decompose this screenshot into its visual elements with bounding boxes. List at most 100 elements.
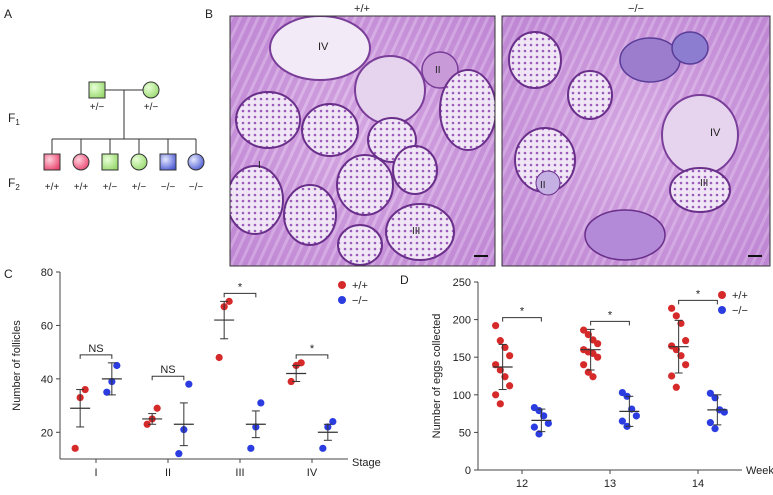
legend-marker [338, 296, 346, 304]
data-point [668, 372, 676, 380]
data-point [247, 444, 255, 452]
data-point [677, 319, 685, 327]
significance-label: * [520, 306, 525, 318]
histology-title-mutant: −/− [628, 3, 644, 15]
y-tick-label: 100 [453, 390, 471, 402]
follicle-label: I [258, 160, 261, 171]
data-point [580, 361, 588, 369]
panel-label-d: D [400, 273, 409, 287]
data-point [71, 444, 79, 452]
significance-label: NS [160, 364, 175, 376]
histology-image-mutant: IV II III [502, 16, 770, 266]
data-point [672, 312, 680, 320]
y-tick-label: 80 [41, 267, 53, 279]
pedigree-female-symbol [142, 81, 160, 99]
legend-label: −/− [352, 295, 368, 307]
genotype-label: +/+ [74, 182, 89, 193]
data-point [496, 337, 504, 345]
pedigree-female-symbol [130, 153, 148, 171]
data-point [672, 383, 680, 391]
data-point [668, 304, 676, 312]
significance-label: * [608, 309, 613, 321]
y-axis-label: Number of eggs collected [431, 314, 443, 439]
data-point [594, 353, 602, 361]
data-point [496, 400, 504, 408]
data-point [584, 331, 592, 339]
data-point [506, 352, 514, 360]
data-point [589, 373, 597, 381]
follicle-label: II [435, 65, 441, 76]
data-point [594, 340, 602, 348]
y-tick-label: 200 [453, 315, 471, 327]
x-tick-label: 13 [604, 478, 616, 490]
significance-bracket [678, 299, 718, 305]
data-point [496, 366, 504, 374]
data-point [682, 337, 690, 345]
y-tick-label: 250 [453, 277, 471, 289]
data-point [501, 343, 509, 352]
x-axis-label: Week [746, 465, 773, 477]
panel-label-c: C [4, 267, 13, 281]
data-point [257, 399, 265, 407]
data-point [143, 420, 151, 428]
genotype-label: −/− [189, 182, 204, 193]
genotype-label: +/− [103, 182, 118, 193]
data-point [215, 353, 223, 362]
significance-bracket [223, 292, 257, 298]
y-tick-label: 0 [465, 465, 471, 477]
data-point [492, 322, 500, 330]
legend-label: +/+ [352, 280, 368, 292]
data-point [319, 444, 327, 452]
panel-label-b: B [205, 7, 213, 21]
pedigree-female-symbol [72, 153, 90, 171]
data-point [580, 326, 588, 334]
data-point [711, 394, 719, 402]
genotype-label: +/− [132, 182, 147, 193]
panel-label-a: A [4, 7, 12, 21]
data-point [530, 423, 538, 431]
x-tick-label: 14 [692, 478, 704, 490]
f2-generation-label: F2 [8, 176, 20, 192]
y-tick-label: 50 [459, 427, 471, 439]
data-point [540, 412, 548, 420]
y-tick-label: 40 [41, 374, 53, 386]
data-point [672, 346, 680, 354]
data-point [677, 352, 685, 360]
follicle-label: III [700, 178, 708, 189]
follicle-label: III [412, 226, 420, 237]
data-point [706, 389, 714, 397]
histology-title-wildtype: +/+ [354, 3, 370, 15]
y-tick-label: 20 [41, 427, 53, 439]
follicle-label: IV [710, 127, 721, 139]
y-axis-label: Number of follicles [11, 320, 23, 411]
data-point [297, 359, 305, 367]
data-point [225, 297, 233, 305]
egg-count-chart: 0 50 100 150 200 250 12 13 14 Number of eggs coll… [431, 277, 773, 490]
y-tick-label: 150 [453, 352, 471, 364]
pedigree-male-symbol [88, 81, 106, 99]
data-point [185, 380, 193, 388]
legend-label: +/+ [732, 290, 748, 302]
follicle-label: IV [318, 41, 329, 53]
data-point [618, 417, 626, 425]
data-point [682, 361, 690, 369]
data-point [632, 412, 640, 420]
pedigree-male-symbol [159, 153, 177, 171]
legend-marker [718, 291, 726, 299]
pedigree-female-symbol [187, 153, 205, 171]
genotype-label: +/− [144, 102, 159, 113]
data-point [81, 385, 89, 394]
data-point [506, 382, 514, 390]
significance-label: * [310, 343, 315, 355]
pedigree-male-symbol [43, 153, 61, 171]
data-point [103, 388, 111, 396]
data-point [287, 377, 295, 386]
x-tick-label: IV [307, 467, 318, 479]
significance-label: * [238, 281, 243, 293]
pedigree-chart: F1 F2 +/− +/− +/+ +/+ +/− +/− −/− −/− [8, 81, 205, 193]
follicle-label: II [540, 180, 546, 191]
genotype-label: −/− [161, 182, 176, 193]
data-point [711, 425, 719, 433]
data-point [544, 419, 552, 427]
